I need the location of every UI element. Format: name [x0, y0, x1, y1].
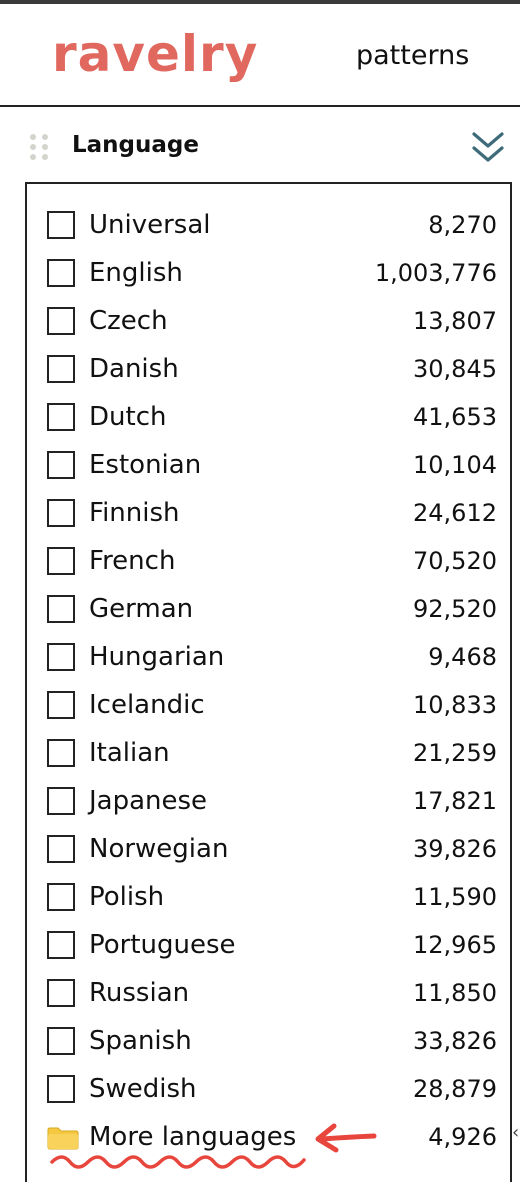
more-languages-count: 4,926 [428, 1123, 497, 1151]
language-checkbox[interactable] [47, 355, 75, 383]
language-label[interactable]: Japanese [89, 786, 208, 816]
annotation-squiggle [48, 1150, 310, 1176]
language-count: 24,612 [413, 499, 497, 527]
language-checkbox[interactable] [47, 931, 75, 959]
language-label[interactable]: German [89, 594, 194, 624]
language-count: 92,520 [413, 595, 497, 623]
section-title: Language [72, 132, 199, 158]
language-row[interactable]: Hungarian 9,468 [27, 638, 497, 678]
language-count: 9,468 [428, 643, 497, 671]
language-label[interactable]: Portuguese [89, 930, 236, 960]
language-count: 33,826 [413, 1027, 497, 1055]
language-label[interactable]: Swedish [89, 1074, 197, 1104]
language-label[interactable]: Dutch [89, 402, 167, 432]
language-row[interactable]: German 92,520 [27, 590, 497, 630]
language-row[interactable]: Portuguese 12,965 [27, 926, 497, 966]
language-checkbox[interactable] [47, 451, 75, 479]
more-languages-label[interactable]: More languages [89, 1122, 297, 1152]
language-checkbox[interactable] [47, 643, 75, 671]
language-label[interactable]: Norwegian [89, 834, 229, 864]
language-count: 11,590 [413, 883, 497, 911]
language-checkbox[interactable] [47, 403, 75, 431]
language-row[interactable]: Japanese 17,821 [27, 782, 497, 822]
language-row[interactable]: Finnish 24,612 [27, 494, 497, 534]
language-checkbox[interactable] [47, 499, 75, 527]
language-filter-panel: Universal 8,270 English 1,003,776 Czech 13,80… [25, 182, 512, 1182]
language-label[interactable]: English [89, 258, 183, 288]
drag-handle-icon[interactable] [30, 134, 52, 160]
language-count: 10,833 [413, 691, 497, 719]
language-count: 1,003,776 [374, 259, 497, 287]
edge-cutoff-glyph: ‹ [512, 1122, 520, 1143]
language-checkbox[interactable] [47, 835, 75, 863]
language-label[interactable]: Czech [89, 306, 168, 336]
language-count: 11,850 [413, 979, 497, 1007]
language-label[interactable]: Universal [89, 210, 211, 240]
language-row[interactable]: Icelandic 10,833 [27, 686, 497, 726]
language-checkbox[interactable] [47, 739, 75, 767]
language-checkbox[interactable] [47, 883, 75, 911]
language-checkbox[interactable] [47, 1075, 75, 1103]
language-count: 39,826 [413, 835, 497, 863]
folder-icon [47, 1126, 79, 1150]
language-count: 8,270 [428, 211, 497, 239]
language-label[interactable]: Estonian [89, 450, 202, 480]
language-label[interactable]: Italian [89, 738, 170, 768]
language-row[interactable]: Polish 11,590 [27, 878, 497, 918]
language-row[interactable]: French 70,520 [27, 542, 497, 582]
language-count: 12,965 [413, 931, 497, 959]
language-row[interactable]: Italian 21,259 [27, 734, 497, 774]
language-label[interactable]: Icelandic [89, 690, 205, 720]
language-checkbox[interactable] [47, 307, 75, 335]
language-count: 28,879 [413, 1075, 497, 1103]
language-count: 13,807 [413, 307, 497, 335]
language-label[interactable]: Spanish [89, 1026, 192, 1056]
language-checkbox[interactable] [47, 787, 75, 815]
site-header: ravelry patterns [0, 4, 520, 107]
more-languages-row[interactable]: More languages 4,926 [27, 1118, 497, 1158]
language-checkbox[interactable] [47, 1027, 75, 1055]
language-count: 21,259 [413, 739, 497, 767]
language-row[interactable]: Russian 11,850 [27, 974, 497, 1014]
language-row[interactable]: Spanish 33,826 [27, 1022, 497, 1062]
language-label[interactable]: Russian [89, 978, 190, 1008]
language-row[interactable]: Norwegian 39,826 [27, 830, 497, 870]
language-checkbox[interactable] [47, 979, 75, 1007]
language-count: 41,653 [413, 403, 497, 431]
language-checkbox[interactable] [47, 547, 75, 575]
language-label[interactable]: Polish [89, 882, 165, 912]
language-label[interactable]: Danish [89, 354, 179, 384]
double-chevron-down-icon[interactable] [468, 130, 508, 166]
language-count: 70,520 [413, 547, 497, 575]
language-row[interactable]: Universal 8,270 [27, 206, 497, 246]
language-row[interactable]: Czech 13,807 [27, 302, 497, 342]
language-checkbox[interactable] [47, 595, 75, 623]
language-count: 30,845 [413, 355, 497, 383]
language-row[interactable]: English 1,003,776 [27, 254, 497, 294]
language-row[interactable]: Swedish 28,879 [27, 1070, 497, 1110]
language-label[interactable]: French [89, 546, 176, 576]
language-row[interactable]: Estonian 10,104 [27, 446, 497, 486]
language-checkbox[interactable] [47, 691, 75, 719]
language-count: 10,104 [413, 451, 497, 479]
language-section-header: Language [0, 112, 520, 182]
annotation-arrow [310, 1118, 380, 1158]
language-checkbox[interactable] [47, 211, 75, 239]
ravelry-logo[interactable]: ravelry [52, 25, 259, 83]
language-row[interactable]: Danish 30,845 [27, 350, 497, 390]
nav-patterns-link[interactable]: patterns [356, 40, 470, 71]
window-top-border [0, 0, 520, 4]
language-checkbox[interactable] [47, 259, 75, 287]
language-count: 17,821 [413, 787, 497, 815]
language-label[interactable]: Hungarian [89, 642, 225, 672]
language-label[interactable]: Finnish [89, 498, 180, 528]
language-row[interactable]: Dutch 41,653 [27, 398, 497, 438]
